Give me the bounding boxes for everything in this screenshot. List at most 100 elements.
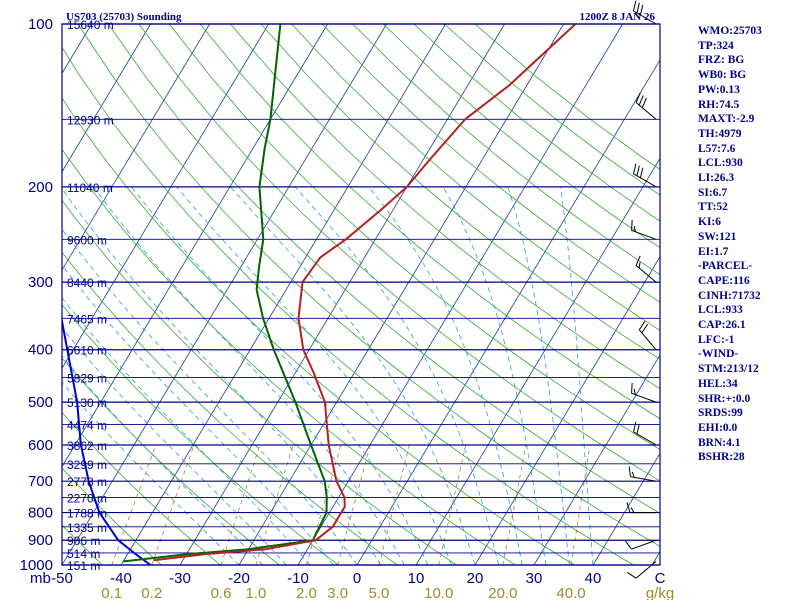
isotherm-line (120, 24, 446, 565)
isotherm-line (179, 24, 505, 565)
temperature-tick-label: 20 (467, 570, 484, 587)
height-label: 151 m (67, 559, 100, 573)
moist-adiabat-line (62, 188, 381, 565)
pressure-tick-label: 500 (28, 394, 53, 411)
moist-adiabat-line (507, 186, 570, 565)
index-item: BSHR:28 (698, 451, 745, 464)
temperature-tick-label: -10 (287, 570, 309, 587)
height-label: 1335 m (67, 521, 107, 535)
index-item: LCL:933 (698, 304, 743, 317)
stability-indices-panel: WMO:25703 TP:324 FRZ: BG WB0: BG PW:0.13 RH:7… (698, 24, 762, 465)
isotherm-line (62, 24, 151, 173)
isotherm-line (592, 452, 660, 565)
index-item: TH:4979 (698, 127, 742, 140)
moist-adiabat-line (176, 186, 452, 565)
pressure-tick-label: 600 (28, 437, 53, 454)
index-item: CAP:26.1 (698, 319, 746, 332)
index-item: BRN:4.1 (698, 436, 741, 449)
height-label: 3862 m (67, 439, 107, 453)
temperature-tick-label: -20 (228, 570, 250, 587)
pressure-tick-label: 700 (28, 473, 53, 490)
axis-labels: 15640 m 12930 m 11040 m 9600 m 8440 m 7465 m 6… (20, 16, 675, 600)
isotherm-line (415, 157, 660, 565)
index-item: L57:7.6 (698, 142, 736, 155)
mixing-ratio-label: 2.0 (296, 585, 317, 600)
index-item: CAPE:116 (698, 274, 750, 287)
mixing-ratio-unit-label: g/kg (646, 585, 674, 600)
index-item: -WIND- (698, 348, 739, 361)
wind-barb-flag (624, 540, 632, 550)
wind-barb-flag (632, 421, 637, 433)
mixing-ratio-label: 5.0 (369, 585, 390, 600)
moist-adiabat-line (62, 355, 263, 565)
index-item: EHI:0.0 (698, 421, 738, 434)
height-label: 7465 m (67, 312, 107, 326)
mixing-ratio-label: 0.2 (141, 585, 162, 600)
index-item: MAXT:-2.9 (698, 113, 755, 126)
wind-barb-flag (626, 502, 631, 513)
wind-barb-staff (635, 265, 657, 283)
height-label: 12930 m (67, 113, 114, 127)
wind-barbs (624, 0, 657, 579)
isotherm-line (533, 354, 660, 565)
wind-barb-flag (628, 466, 631, 477)
mixing-ratio-label: 40.0 (556, 585, 585, 600)
isotherm-line (474, 255, 660, 565)
temperature-tick-label: -30 (169, 570, 191, 587)
height-label: 906 m (67, 534, 100, 548)
sounding-profiles (62, 24, 577, 565)
height-label: 4474 m (67, 419, 107, 433)
height-label: 6610 m (67, 344, 107, 358)
wind-barb-flag (633, 225, 636, 232)
wind-barb-flag (631, 471, 635, 478)
pressure-unit-label: mb (30, 570, 51, 587)
pressure-tick-label: 100 (28, 16, 53, 33)
wind-barb-flag (638, 320, 646, 331)
wind-barb-flag (632, 163, 637, 174)
pressure-tick-label: 200 (28, 179, 53, 196)
height-label: 1788 m (67, 507, 107, 521)
index-item: FRZ: BG (698, 54, 745, 67)
height-label: 2270 m (67, 491, 107, 505)
wind-barb-flag (636, 423, 640, 435)
wind-barb-staff (633, 431, 657, 446)
isotherm-line (62, 24, 210, 271)
mixing-ratio-label: 3.0 (327, 585, 348, 600)
temperature-tick-label: 30 (526, 570, 543, 587)
wind-barb-flag (631, 219, 633, 231)
index-item: SRDS:99 (698, 407, 743, 420)
pressure-tick-label: 900 (28, 532, 53, 549)
isotherm-line (62, 24, 269, 370)
height-label: 8440 m (67, 276, 107, 290)
height-label: 5130 m (67, 396, 107, 410)
wind-barb-flag (641, 323, 649, 334)
mixing-ratio-label: 20.0 (488, 585, 517, 600)
diagram-background-lines (62, 24, 660, 565)
temperature-tick-label: 0 (353, 570, 361, 587)
wind-barb-staff (635, 102, 657, 120)
moist-adiabat-line (93, 186, 405, 565)
index-item: LI:26.3 (698, 172, 735, 185)
wind-barb-flag (630, 507, 635, 513)
index-item: PW:0.13 (698, 83, 740, 96)
mixing-ratio-label: 1.0 (246, 585, 267, 600)
index-item: SW:121 (698, 230, 737, 243)
moist-adiabat-line (62, 327, 287, 565)
temperature-tick-label: 40 (585, 570, 602, 587)
index-item: LFC:-1 (698, 333, 735, 346)
dry-adiabat-line (62, 46, 634, 565)
wind-barb-flag (635, 92, 641, 103)
moist-adiabat-line (294, 186, 499, 565)
temperature-tick-label: -40 (110, 570, 132, 587)
index-item: WB0: BG (698, 69, 747, 82)
height-label: 514 m (67, 547, 100, 561)
wind-barb-staff (631, 229, 657, 240)
wetbulb-profile-line (62, 315, 152, 565)
moist-adiabat-line (62, 381, 240, 565)
mixing-ratio-label: 0.6 (211, 585, 232, 600)
wind-barb-flag (631, 382, 633, 394)
index-item: WMO:25703 (698, 25, 762, 37)
valid-time: 1200Z 8 JAN 26 (580, 11, 656, 23)
wind-barb-staff (638, 329, 657, 351)
